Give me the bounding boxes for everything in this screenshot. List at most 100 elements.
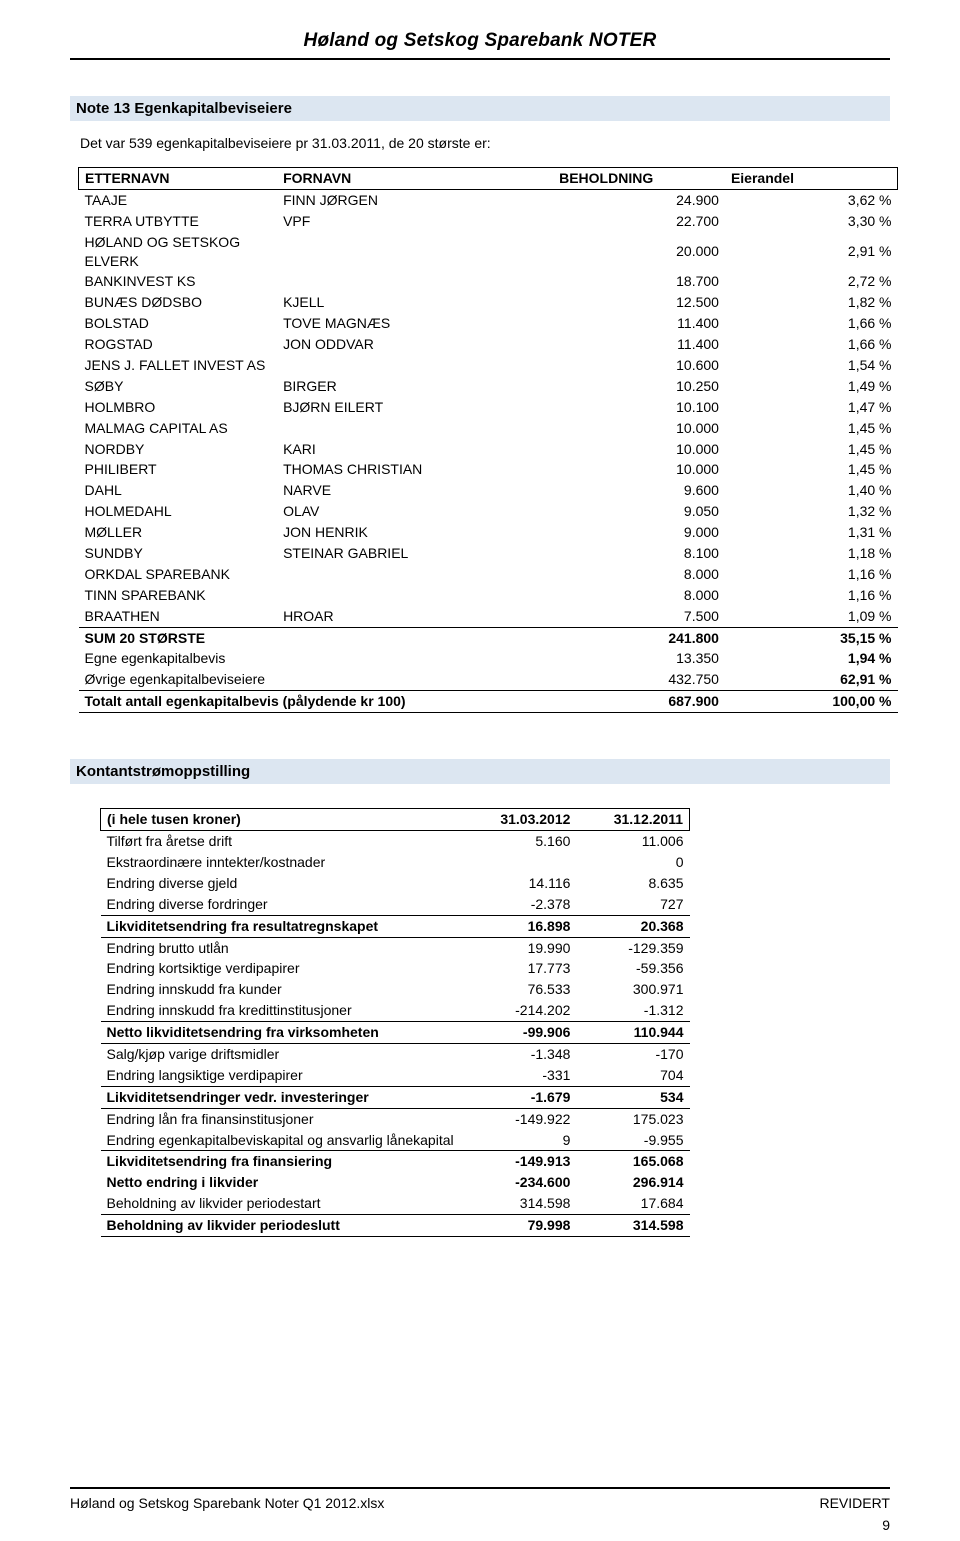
table-row: Endring egenkapitalbeviskapital og ansva… <box>101 1130 690 1151</box>
cell-beholdning: 20.000 <box>553 232 725 272</box>
cashflow-value-2: 0 <box>576 852 689 873</box>
table-row: Likviditetsendringer vedr. investeringer… <box>101 1086 690 1108</box>
table-header-row: ETTERNAVN FORNAVN BEHOLDNING Eierandel <box>79 168 898 190</box>
cell-eierandel: 1,31 % <box>725 522 898 543</box>
cell-fornavn: HROAR <box>277 606 553 627</box>
cell-eierandel: 1,45 % <box>725 439 898 460</box>
cashflow-label: Endring egenkapitalbeviskapital og ansva… <box>101 1130 464 1151</box>
page-number: 9 <box>882 1517 890 1533</box>
table-row: Ekstraordinære inntekter/kostnader 0 <box>101 852 690 873</box>
table-row: NORDBYKARI10.0001,45 % <box>79 439 898 460</box>
cell-eierandel: 1,47 % <box>725 397 898 418</box>
own-label: Egne egenkapitalbevis <box>79 648 554 669</box>
cashflow-table: (i hele tusen kroner) 31.03.2012 31.12.2… <box>100 808 690 1237</box>
table-row: TERRA UTBYTTEVPF22.7003,30 % <box>79 211 898 232</box>
other-holding: 432.750 <box>553 669 725 690</box>
col-beholdning: BEHOLDNING <box>553 168 725 190</box>
table-row: MØLLERJON HENRIK9.0001,31 % <box>79 522 898 543</box>
cell-etternavn: MØLLER <box>79 522 278 543</box>
cell-etternavn: DAHL <box>79 480 278 501</box>
cell-fornavn: BIRGER <box>277 376 553 397</box>
cashflow-label: Likviditetsendring fra finansiering <box>101 1151 464 1172</box>
cell-etternavn: SØBY <box>79 376 278 397</box>
col-etternavn: ETTERNAVN <box>79 168 278 190</box>
cell-eierandel: 1,32 % <box>725 501 898 522</box>
cell-beholdning: 8.100 <box>553 543 725 564</box>
table-row: SUNDBYSTEINAR GABRIEL8.1001,18 % <box>79 543 898 564</box>
cashflow-label: Endring diverse gjeld <box>101 873 464 894</box>
cell-etternavn: MALMAG CAPITAL AS <box>79 418 278 439</box>
table-row: DAHLNARVE9.6001,40 % <box>79 480 898 501</box>
table-row: JENS J. FALLET INVEST AS 10.6001,54 % <box>79 355 898 376</box>
cashflow-value-2: -9.955 <box>576 1130 689 1151</box>
sum-share: 35,15 % <box>725 627 898 648</box>
cashflow-value-2: -1.312 <box>576 1000 689 1021</box>
table-row: Endring langsiktige verdipapirer-331704 <box>101 1065 690 1086</box>
table-row: Netto likviditetsendring fra virksomhete… <box>101 1022 690 1044</box>
cashflow-label: Tilført fra åretse drift <box>101 831 464 852</box>
footer-status: REVIDERT <box>819 1495 890 1511</box>
cashflow-label: Endring innskudd fra kredittinstitusjone… <box>101 1000 464 1021</box>
cell-fornavn <box>277 232 553 272</box>
cashflow-value-2: 17.684 <box>576 1193 689 1214</box>
cell-beholdning: 9.000 <box>553 522 725 543</box>
cashflow-value-1: 16.898 <box>464 915 577 937</box>
table-row: PHILIBERTTHOMAS CHRISTIAN10.0001,45 % <box>79 459 898 480</box>
cell-beholdning: 9.600 <box>553 480 725 501</box>
cashflow-label: Endring kortsiktige verdipapirer <box>101 958 464 979</box>
table-row: ROGSTADJON ODDVAR11.4001,66 % <box>79 334 898 355</box>
total-holding: 687.900 <box>553 691 725 713</box>
cell-eierandel: 1,54 % <box>725 355 898 376</box>
cell-fornavn: TOVE MAGNÆS <box>277 313 553 334</box>
cashflow-value-2: 165.068 <box>576 1151 689 1172</box>
cell-etternavn: TINN SPAREBANK <box>79 585 278 606</box>
cashflow-label: Likviditetsendring fra resultatregnskape… <box>101 915 464 937</box>
cell-fornavn <box>277 355 553 376</box>
cashflow-value-1: 314.598 <box>464 1193 577 1214</box>
cell-eierandel: 1,09 % <box>725 606 898 627</box>
cashflow-label: Likviditetsendringer vedr. investeringer <box>101 1086 464 1108</box>
cell-etternavn: PHILIBERT <box>79 459 278 480</box>
cell-beholdning: 9.050 <box>553 501 725 522</box>
table-row: MALMAG CAPITAL AS10.0001,45 % <box>79 418 898 439</box>
cashflow-value-2: -129.359 <box>576 937 689 958</box>
cashflow-value-2: -170 <box>576 1043 689 1064</box>
cell-fornavn: VPF <box>277 211 553 232</box>
own-holding: 13.350 <box>553 648 725 669</box>
cell-etternavn: JENS J. FALLET INVEST AS <box>79 355 278 376</box>
cashflow-label: Endring lån fra finansinstitusjoner <box>101 1108 464 1129</box>
cell-etternavn: ROGSTAD <box>79 334 278 355</box>
cell-etternavn: HOLMEDAHL <box>79 501 278 522</box>
cashflow-value-1: 5.160 <box>464 831 577 852</box>
cell-eierandel: 2,72 % <box>725 271 898 292</box>
table-row: BOLSTADTOVE MAGNÆS11.4001,66 % <box>79 313 898 334</box>
cell-beholdning: 10.000 <box>553 459 725 480</box>
cell-fornavn: JON ODDVAR <box>277 334 553 355</box>
cashflow-label: Beholdning av likvider periodestart <box>101 1193 464 1214</box>
cashflow-value-1: 79.998 <box>464 1215 577 1237</box>
table-row: Endring brutto utlån19.990-129.359 <box>101 937 690 958</box>
cashflow-value-1: -1.348 <box>464 1043 577 1064</box>
cashflow-value-2: 300.971 <box>576 979 689 1000</box>
cashflow-value-2: -59.356 <box>576 958 689 979</box>
table-row: TINN SPAREBANK8.0001,16 % <box>79 585 898 606</box>
cell-etternavn: TERRA UTBYTTE <box>79 211 278 232</box>
table-row: SØBYBIRGER10.2501,49 % <box>79 376 898 397</box>
cashflow-label: Endring diverse fordringer <box>101 894 464 915</box>
cell-beholdning: 7.500 <box>553 606 725 627</box>
table-row: BRAATHENHROAR7.5001,09 % <box>79 606 898 627</box>
table-row: Likviditetsendring fra finansiering-149.… <box>101 1151 690 1172</box>
cashflow-value-2: 11.006 <box>576 831 689 852</box>
cashflow-label: Ekstraordinære inntekter/kostnader <box>101 852 464 873</box>
table-row: Tilført fra åretse drift5.16011.006 <box>101 831 690 852</box>
cashflow-value-1: -2.378 <box>464 894 577 915</box>
cell-etternavn: BUNÆS DØDSBO <box>79 292 278 313</box>
cashflow-label: Beholdning av likvider periodeslutt <box>101 1215 464 1237</box>
cell-fornavn: STEINAR GABRIEL <box>277 543 553 564</box>
sum-label: SUM 20 STØRSTE <box>79 627 554 648</box>
cell-fornavn: KJELL <box>277 292 553 313</box>
cell-eierandel: 2,91 % <box>725 232 898 272</box>
col-eierandel: Eierandel <box>725 168 898 190</box>
cell-beholdning: 10.600 <box>553 355 725 376</box>
cell-etternavn: BANKINVEST KS <box>79 271 278 292</box>
